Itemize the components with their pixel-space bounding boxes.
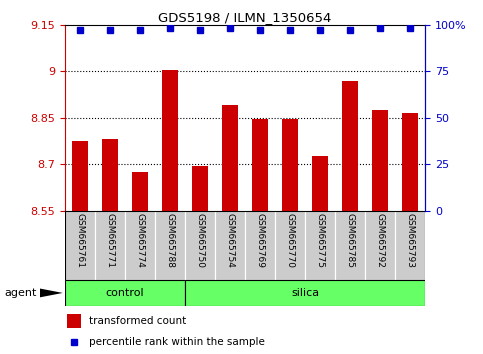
Bar [342,81,358,211]
Text: GSM665770: GSM665770 [285,213,295,268]
Title: GDS5198 / ILMN_1350654: GDS5198 / ILMN_1350654 [158,11,332,24]
Bar [67,314,81,328]
Bar [402,113,418,211]
Bar [335,211,365,280]
Bar [102,139,118,211]
Text: GSM665769: GSM665769 [256,213,265,268]
Text: GSM665774: GSM665774 [136,213,145,268]
Bar [155,211,185,280]
Text: GSM665792: GSM665792 [376,213,384,268]
Text: GSM665750: GSM665750 [196,213,205,268]
Text: agent: agent [5,288,37,298]
Bar [305,211,335,280]
Bar [275,211,305,280]
Text: GSM665785: GSM665785 [345,213,355,268]
Bar [222,105,239,211]
Bar [65,211,95,280]
Bar [192,166,208,211]
Bar [312,156,328,211]
Text: GSM665793: GSM665793 [406,213,414,268]
Text: silica: silica [291,288,319,298]
Bar [162,70,178,211]
Bar [372,110,388,211]
Text: GSM665788: GSM665788 [166,213,175,268]
Bar [72,141,88,211]
Text: GSM665775: GSM665775 [315,213,325,268]
Text: transformed count: transformed count [88,316,186,326]
Bar [185,280,425,306]
Text: percentile rank within the sample: percentile rank within the sample [88,337,264,347]
Bar [365,211,395,280]
Bar [215,211,245,280]
Bar [95,211,125,280]
Bar [245,211,275,280]
Bar [125,211,155,280]
Bar [65,280,185,306]
Bar [185,211,215,280]
Text: GSM665754: GSM665754 [226,213,235,268]
Polygon shape [40,289,63,297]
Text: GSM665761: GSM665761 [76,213,85,268]
Text: control: control [106,288,144,298]
Text: GSM665771: GSM665771 [106,213,114,268]
Bar [252,119,269,211]
Bar [282,119,298,211]
Bar [395,211,425,280]
Bar [132,172,148,211]
